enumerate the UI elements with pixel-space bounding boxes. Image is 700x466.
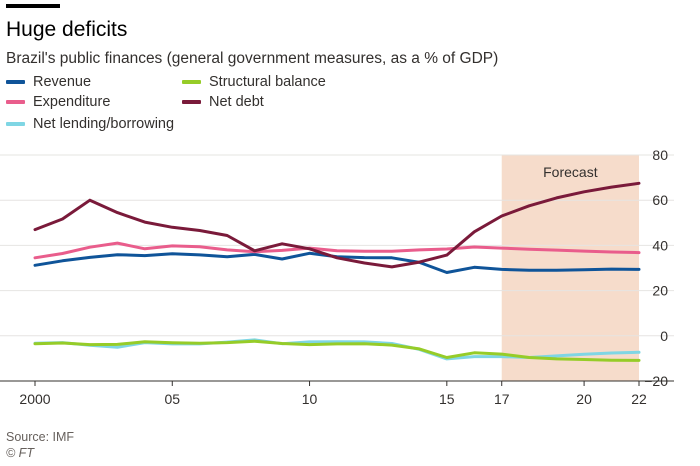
x-tick-label: 05 <box>164 391 180 407</box>
y-tick-label: 40 <box>652 237 668 253</box>
chart-subtitle: Brazil's public finances (general govern… <box>6 50 499 67</box>
legend-item-structural-balance: Structural balance <box>182 74 326 90</box>
legend-label-net-debt: Net debt <box>209 94 264 110</box>
legend-swatch-net-lending-borrowing <box>6 122 25 126</box>
x-tick-label: 2000 <box>19 391 50 407</box>
legend-label-expenditure: Expenditure <box>33 94 111 110</box>
x-tick-label: 17 <box>494 391 510 407</box>
chart-title: Huge deficits <box>6 18 128 41</box>
y-tick-label: −20 <box>644 373 668 389</box>
series-line-structural-balance <box>33 339 641 362</box>
forecast-label: Forecast <box>543 164 598 180</box>
x-tick-label: 10 <box>302 391 318 407</box>
legend-item-revenue: Revenue <box>6 74 91 90</box>
legend-swatch-net-debt <box>182 100 201 104</box>
series-line-net-debt <box>33 181 641 269</box>
y-tick-label: 80 <box>652 147 668 163</box>
legend-item-net-lending-borrowing: Net lending/borrowing <box>6 116 174 132</box>
source-note: Source: IMF <box>6 430 75 444</box>
ft-top-bar <box>6 4 60 8</box>
y-tick-label: 0 <box>660 328 668 344</box>
legend-label-structural-balance: Structural balance <box>209 74 326 90</box>
x-tick-label: 20 <box>576 391 592 407</box>
legend-swatch-structural-balance <box>182 80 201 84</box>
y-tick-label: 20 <box>652 283 668 299</box>
legend-swatch-expenditure <box>6 100 25 104</box>
copyright-note: © FT <box>6 446 34 460</box>
x-tick-label: 22 <box>631 391 647 407</box>
legend-item-expenditure: Expenditure <box>6 94 110 110</box>
legend-label-net-lending-borrowing: Net lending/borrowing <box>33 116 175 132</box>
legend-label-revenue: Revenue <box>33 74 92 90</box>
legend-swatch-revenue <box>6 80 25 84</box>
x-tick-label: 15 <box>439 391 455 407</box>
legend-item-net-debt: Net debt <box>182 94 264 110</box>
series-line-expenditure <box>33 241 641 260</box>
y-tick-label: 60 <box>652 192 668 208</box>
